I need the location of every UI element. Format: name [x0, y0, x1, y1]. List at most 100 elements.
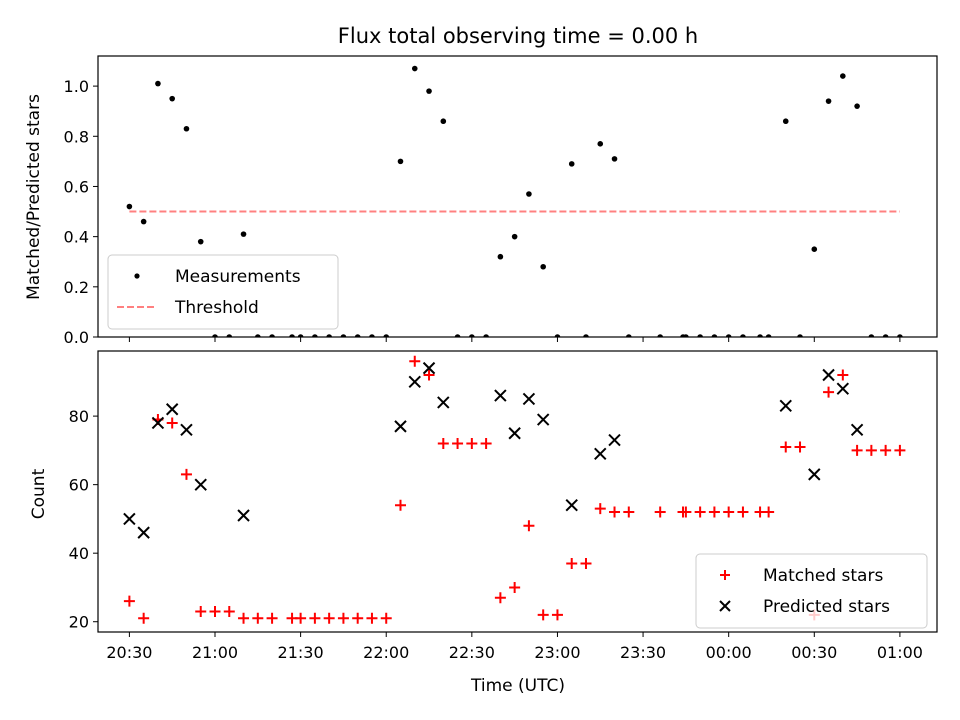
matched-stars-point — [323, 612, 335, 624]
matched-stars-point — [794, 441, 806, 453]
matched-stars-point — [223, 605, 235, 617]
predicted-stars-point — [422, 361, 436, 375]
x-tick-label: 00:30 — [791, 643, 837, 662]
x-tick-label: 22:00 — [363, 643, 409, 662]
measurement-point — [212, 334, 218, 337]
measurement-point — [269, 334, 275, 337]
predicted-stars-point — [151, 416, 165, 430]
y-tick-label: 60 — [69, 476, 89, 495]
predicted-stars-point — [437, 396, 450, 409]
predicted-stars-point — [194, 478, 207, 491]
measurement-point — [765, 334, 772, 337]
measurement-point — [526, 191, 532, 197]
y-tick-label: 40 — [69, 544, 89, 563]
chart-title: Flux total observing time = 0.00 h — [338, 24, 698, 48]
measurement-point — [197, 238, 204, 245]
measurement-point — [711, 334, 718, 337]
measurement-point — [882, 334, 889, 337]
measurement-point — [725, 334, 732, 337]
matched-stars-point — [452, 438, 464, 450]
matched-stars-point — [823, 386, 835, 398]
legend-box — [695, 553, 928, 629]
measurement-point — [840, 73, 846, 79]
matched-stars-point — [309, 612, 321, 624]
measurement-point — [326, 334, 332, 337]
matched-stars-point — [780, 441, 792, 453]
x-tick-label: 00:00 — [706, 643, 752, 662]
top-y-axis-label: Matched/Predicted stars — [24, 94, 44, 300]
matched-stars-point — [865, 444, 877, 456]
predicted-stars-point — [408, 375, 421, 389]
matched-stars-point — [523, 520, 535, 532]
predicted-stars-point — [394, 420, 407, 433]
measurement-point — [568, 161, 575, 167]
measurement-point — [511, 233, 518, 240]
measurement-point — [657, 334, 663, 337]
matched-stars-point — [694, 506, 706, 518]
x-tick-label: 21:00 — [192, 643, 238, 662]
x-tick-label: 21:30 — [278, 643, 324, 662]
y-tick-label: 0.8 — [64, 127, 89, 146]
matched-stars-point — [466, 438, 478, 450]
measurement-point — [426, 88, 432, 94]
predicted-stars-point — [850, 423, 864, 437]
measurement-point — [383, 334, 390, 337]
measurement-point — [611, 156, 618, 162]
measurement-point — [226, 334, 233, 337]
measurement-point — [469, 334, 475, 337]
measurement-point — [583, 334, 589, 337]
measurement-point — [825, 98, 832, 104]
matched-stars-point — [437, 438, 449, 450]
matched-stars-point — [166, 417, 178, 429]
measurement-point — [540, 263, 546, 270]
matched-stars-point — [680, 506, 692, 518]
measurement-point — [554, 334, 561, 337]
predicted-stars-point — [822, 368, 835, 382]
predicted-stars-point — [123, 512, 136, 526]
y-tick-label: 20 — [69, 613, 89, 632]
measurement-point — [397, 158, 404, 165]
y-tick-label: 1.0 — [64, 77, 89, 96]
predicted-stars-point — [779, 399, 792, 413]
matched-stars-point — [594, 503, 606, 515]
y-tick-label: 0.2 — [64, 278, 89, 297]
measurement-point — [597, 141, 604, 147]
measurement-point — [411, 65, 418, 72]
measurement-point — [169, 95, 175, 102]
predicted-stars-point — [237, 509, 250, 522]
matched-stars-point — [551, 609, 563, 621]
measurement-point — [369, 334, 375, 337]
predicted-stars-point — [165, 403, 179, 416]
matched-stars-point — [708, 506, 720, 518]
predicted-stars-point — [494, 389, 507, 402]
predicted-stars-point — [594, 447, 607, 461]
x-tick-label: 01:00 — [877, 643, 923, 662]
measurement-point — [440, 118, 447, 125]
legend-label: Threshold — [174, 298, 259, 318]
legend-label: Measurements — [175, 267, 301, 287]
predicted-stars-point — [608, 433, 621, 447]
y-tick-label: 0.4 — [64, 228, 89, 247]
predicted-stars-point — [522, 392, 536, 406]
matched-stars-point — [123, 595, 135, 607]
legend-label: Predicted stars — [763, 597, 890, 617]
measurement-point — [354, 334, 361, 337]
matched-stars-point — [566, 557, 578, 569]
matched-stars-point — [180, 468, 192, 480]
bottom-y-axis-label: Count — [29, 468, 49, 519]
matched-stars-point — [238, 612, 250, 624]
matched-stars-point — [880, 444, 892, 456]
matched-stars-point — [366, 612, 378, 624]
matched-stars-point — [423, 369, 435, 381]
predicted-stars-point — [836, 382, 850, 395]
measurement-point — [183, 125, 190, 132]
predicted-stars-point — [180, 423, 193, 437]
top-panel: 0.0 0.2 0.4 0.6 0.8 1.0 Measurements Threshold — [64, 55, 938, 347]
matched-stars-point — [837, 369, 849, 381]
measurement-point — [897, 334, 903, 337]
matched-stars-point — [295, 612, 307, 624]
measurement-point — [683, 334, 689, 337]
measurement-point — [497, 253, 504, 260]
matched-stars-point — [337, 612, 349, 624]
